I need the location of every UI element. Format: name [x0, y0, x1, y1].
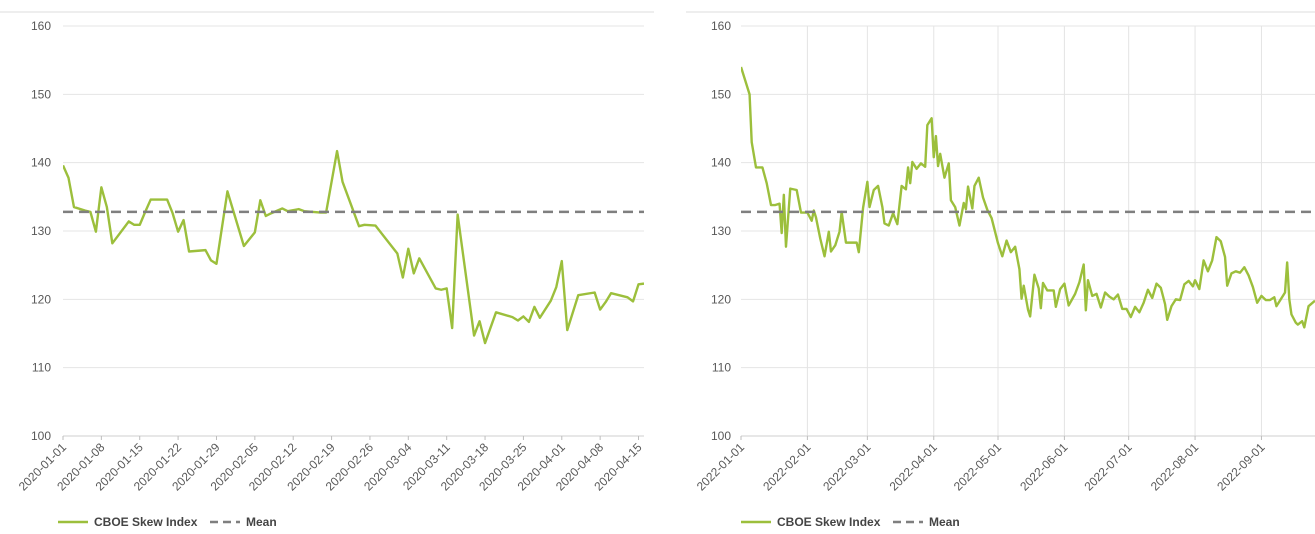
x-tick-label: 2022-01-01	[694, 440, 748, 494]
chart-panel-2020: 1001101201301401501602020-01-012020-01-0…	[0, 11, 654, 529]
x-tick-label: 2022-04-01	[887, 440, 941, 494]
y-tick-label: 130	[711, 224, 731, 238]
y-tick-label: 150	[711, 87, 731, 101]
x-tick-label: 2022-06-01	[1017, 440, 1071, 494]
legend-label-cboe-skew-index: CBOE Skew Index	[94, 515, 198, 529]
y-tick-label: 160	[711, 19, 731, 33]
y-tick-label: 140	[711, 156, 731, 170]
series-line-cboe-skew-index	[741, 66, 1315, 329]
x-tick-label: 2022-05-01	[951, 440, 1005, 494]
x-tick-label: 2022-09-01	[1214, 440, 1268, 494]
x-tick-label: 2022-02-01	[760, 440, 814, 494]
x-tick-label: 2022-03-01	[820, 440, 874, 494]
legend-label-mean: Mean	[246, 515, 277, 529]
legend-label-mean: Mean	[929, 515, 960, 529]
y-tick-label: 140	[31, 156, 51, 170]
series-line-cboe-skew-index	[63, 149, 644, 345]
chart-panel-2022: 100 110 120 130 140 150 160 2022-01-01 2022-02-0…	[686, 11, 1315, 529]
x-tick-label: 2022-08-01	[1148, 440, 1202, 494]
y-tick-label: 100	[711, 429, 731, 443]
legend-label-cboe-skew-index: CBOE Skew Index	[777, 515, 881, 529]
y-tick-label: 110	[32, 361, 51, 375]
y-tick-label: 150	[31, 87, 51, 101]
y-tick-label: 100	[31, 429, 51, 443]
y-tick-label: 130	[31, 224, 51, 238]
y-tick-label: 110	[712, 361, 731, 375]
y-tick-label: 160	[31, 19, 51, 33]
y-tick-label: 120	[711, 292, 731, 306]
y-tick-label: 120	[31, 292, 51, 306]
x-tick-label: 2022-07-01	[1081, 440, 1135, 494]
